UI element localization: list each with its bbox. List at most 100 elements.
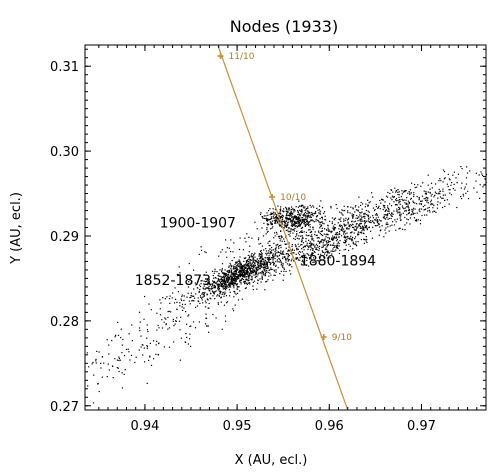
scatter-point (217, 289, 219, 291)
scatter-point (252, 259, 254, 261)
scatter-point (351, 221, 353, 223)
scatter-point (326, 248, 328, 251)
scatter-point (311, 214, 313, 216)
scatter-point (252, 264, 254, 266)
scatter-point (160, 302, 162, 304)
scatter-point (305, 240, 307, 242)
scatter-point (257, 266, 259, 269)
scatter-point (277, 246, 280, 248)
scatter-point (211, 286, 213, 288)
scatter-point (475, 180, 477, 182)
scatter-point (295, 257, 297, 259)
scatter-point (410, 197, 412, 199)
scatter-point (310, 219, 312, 221)
scatter-point (350, 235, 352, 237)
scatter-point (176, 308, 178, 310)
scatter-point (221, 285, 223, 287)
scatter-point (295, 217, 297, 219)
scatter-point (339, 225, 341, 227)
scatter-point (361, 219, 363, 221)
scatter-point (196, 305, 199, 307)
scatter-point (176, 317, 178, 319)
scatter-point (426, 196, 428, 198)
scatter-point (308, 242, 311, 245)
scatter-point (230, 282, 232, 284)
scatter-point (311, 243, 313, 245)
scatter-point (285, 220, 287, 222)
scatter-point (386, 222, 388, 224)
scatter-point (209, 283, 211, 285)
date-marker-label: 10/10 (280, 193, 306, 203)
scatter-point (407, 212, 409, 215)
scatter-point (252, 270, 254, 272)
scatter-point (327, 250, 329, 252)
scatter-point (221, 272, 223, 274)
scatter-point (343, 220, 345, 222)
scatter-point (296, 233, 298, 235)
scatter-point (218, 290, 220, 292)
scatter-point (365, 225, 368, 227)
scatter-point (418, 199, 420, 201)
scatter-point (355, 204, 357, 207)
scatter-point (399, 215, 401, 217)
scatter-point (150, 364, 153, 366)
scatter-point (331, 250, 333, 252)
scatter-point (415, 218, 418, 221)
scatter-point (244, 237, 246, 239)
scatter-point (365, 227, 367, 229)
scatter-point (233, 276, 235, 278)
scatter-point (228, 278, 230, 280)
scatter-point (275, 269, 277, 271)
scatter-point (295, 222, 297, 224)
scatter-point (395, 191, 397, 193)
scatter-point (295, 216, 297, 218)
scatter-point (299, 223, 302, 225)
scatter-point (283, 270, 285, 272)
scatter-point (316, 216, 318, 218)
scatter-point (288, 218, 290, 220)
scatter-point (408, 209, 411, 211)
scatter-point (288, 264, 290, 267)
scatter-point (330, 230, 332, 232)
scatter-point (239, 261, 241, 264)
scatter-point (331, 253, 333, 255)
scatter-point (252, 281, 254, 283)
scatter-point (308, 221, 310, 223)
scatter-point (352, 236, 354, 239)
scatter-point (437, 197, 439, 199)
scatter-point (235, 262, 237, 264)
scatter-point (228, 284, 230, 286)
scatter-point (333, 237, 335, 239)
scatter-point (309, 204, 311, 206)
scatter-point (235, 280, 237, 282)
scatter-point (369, 216, 371, 218)
scatter-point (323, 240, 325, 242)
scatter-point (255, 273, 257, 275)
scatter-point (263, 274, 265, 276)
scatter-point (289, 218, 291, 220)
scatter-point (246, 260, 248, 262)
scatter-point (279, 225, 281, 227)
scatter-point (243, 265, 245, 267)
scatter-point (358, 224, 360, 226)
scatter-point (312, 261, 314, 263)
scatter-point (292, 218, 295, 220)
scatter-point (233, 280, 235, 282)
scatter-point (359, 220, 361, 222)
scatter-point (257, 279, 259, 282)
scatter-point (250, 271, 252, 273)
scatter-point (306, 242, 308, 244)
scatter-point (438, 192, 440, 194)
scatter-point (100, 367, 102, 369)
scatter-point (405, 210, 407, 212)
scatter-point (198, 253, 200, 255)
scatter-point (222, 291, 224, 293)
scatter-point (165, 318, 167, 320)
scatter-point (359, 218, 361, 220)
scatter-point (279, 240, 281, 242)
scatter-point (214, 291, 216, 293)
scatter-point (315, 234, 317, 237)
scatter-point (308, 225, 310, 227)
scatter-point (220, 282, 222, 284)
scatter-point (258, 260, 260, 262)
